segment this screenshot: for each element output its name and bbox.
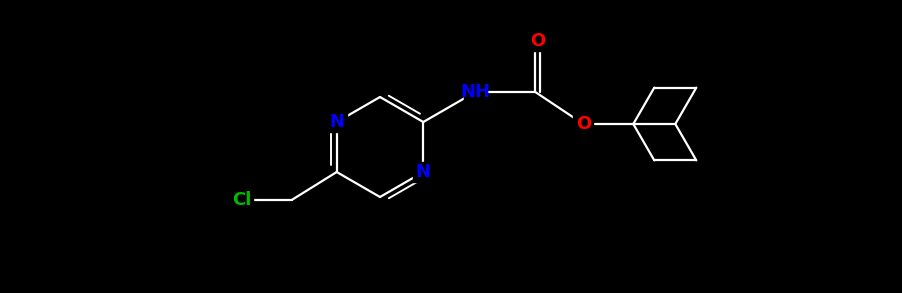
Text: Cl: Cl — [232, 191, 252, 209]
Text: N: N — [416, 163, 431, 181]
Text: O: O — [529, 32, 545, 50]
Text: NH: NH — [460, 83, 491, 101]
Text: N: N — [329, 113, 345, 131]
Text: O: O — [575, 115, 591, 133]
